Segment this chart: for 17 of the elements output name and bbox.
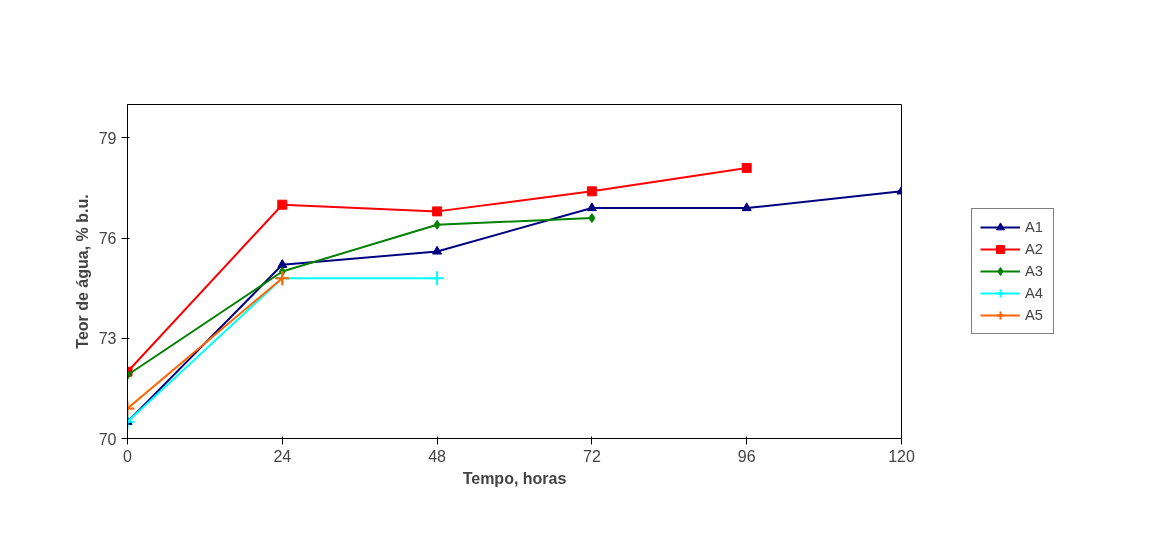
x-tick-label: 48 — [428, 447, 447, 465]
y-tick-label: 76 — [98, 230, 117, 248]
y-tick-label: 73 — [98, 330, 117, 348]
y-tick-label: 79 — [98, 129, 117, 147]
legend-label: A2 — [1025, 241, 1044, 257]
x-tick-label: 24 — [273, 447, 292, 465]
x-axis-title: Tempo, horas — [462, 469, 567, 487]
x-tick-label: 72 — [583, 447, 601, 465]
legend-label: A5 — [1025, 307, 1044, 323]
x-tick-label: 96 — [737, 447, 756, 465]
x-tick-label: 0 — [123, 447, 133, 465]
y-axis-title: Teor de água, % b.u. — [73, 194, 91, 349]
y-tick-label: 70 — [98, 430, 117, 448]
legend-label: A4 — [1025, 285, 1044, 301]
x-tick-label: 120 — [888, 447, 915, 465]
legend-label: A3 — [1025, 263, 1044, 279]
legend-label: A1 — [1025, 219, 1044, 235]
